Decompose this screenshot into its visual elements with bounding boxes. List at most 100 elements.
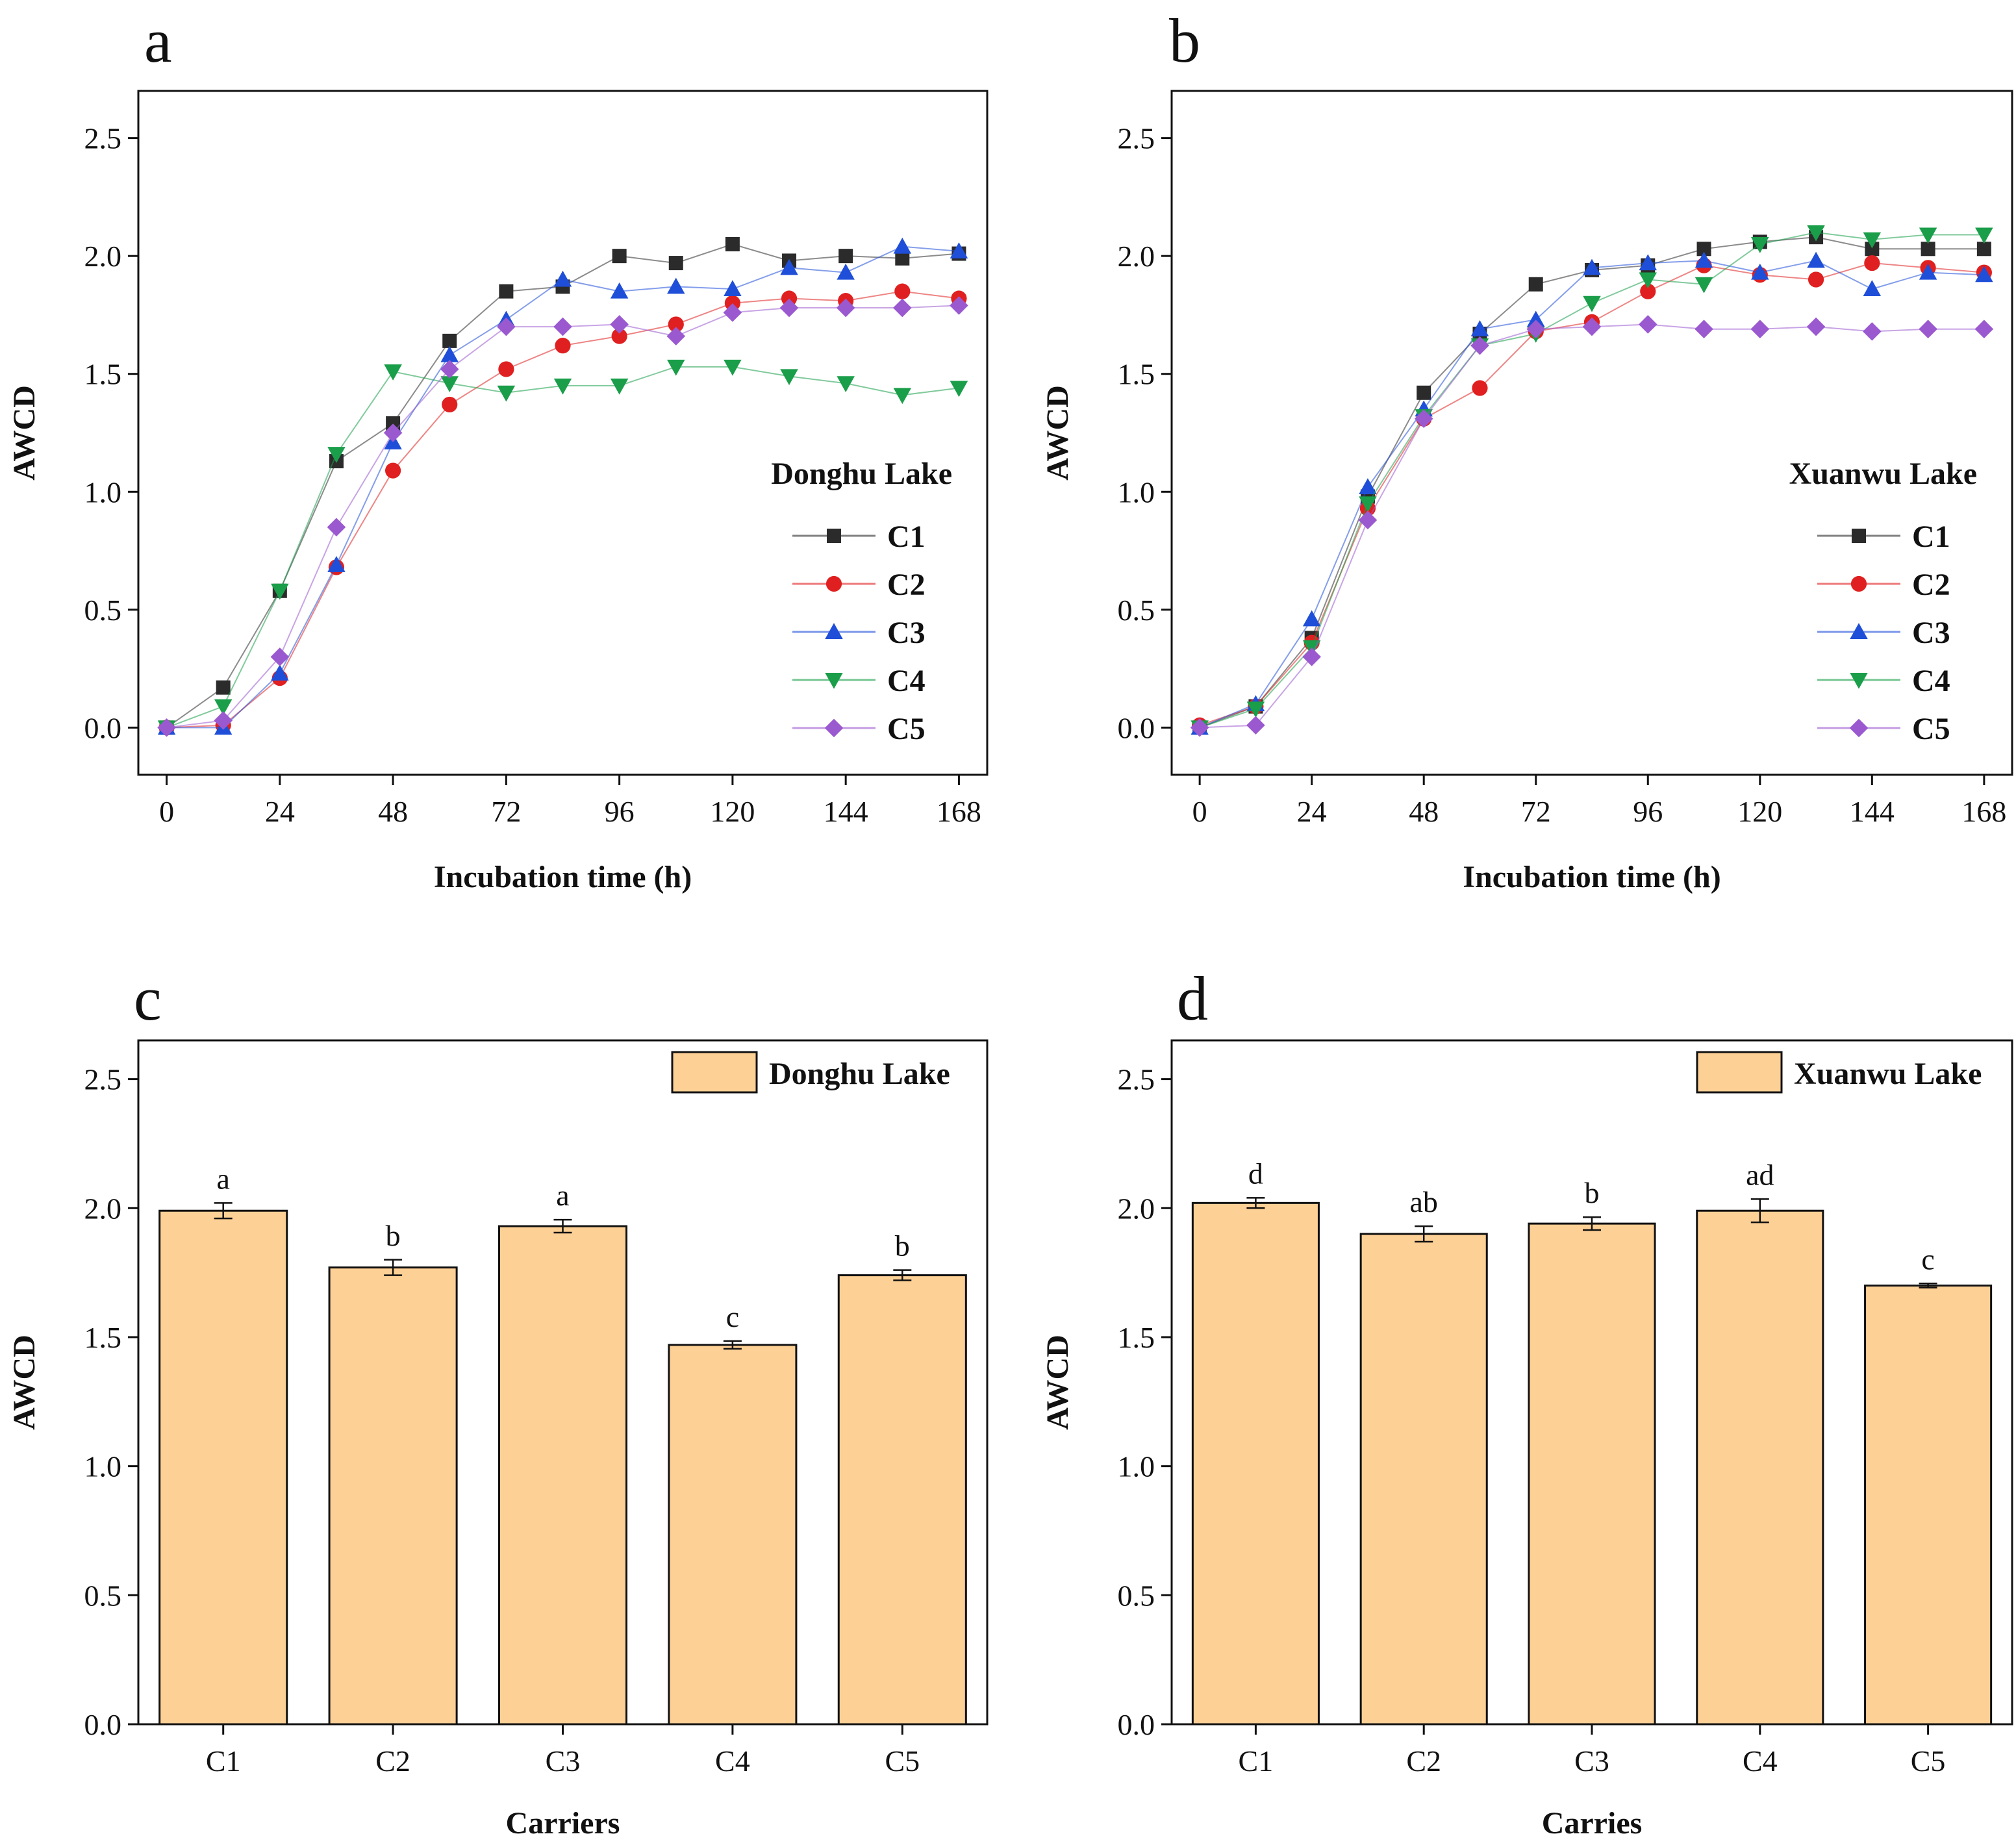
y-tick-label: 1.5: [84, 1321, 122, 1354]
panel-letter: d: [1177, 964, 1208, 1033]
legend-marker: [824, 718, 844, 738]
data-point: [1863, 322, 1882, 341]
data-point: [1526, 320, 1546, 339]
significance-label: b: [1585, 1176, 1600, 1209]
data-point: [950, 381, 968, 397]
x-tick-label: 0: [159, 795, 174, 828]
data-point: [1806, 317, 1826, 336]
data-point: [1417, 385, 1431, 400]
panel-a: a 0.0 0.5 1.0 1.5 2.0 2.5 AWCD Incubation time (…: [7, 6, 989, 894]
series-C4: [157, 359, 968, 737]
data-point: [1695, 251, 1713, 268]
y-tick-label: 2.5: [1118, 122, 1155, 155]
data-point: [214, 711, 233, 730]
y-axis-title: AWCD: [7, 1335, 42, 1430]
y-tick-label: 0.0: [84, 711, 122, 744]
data-point: [1864, 255, 1880, 271]
data-point: [1302, 610, 1321, 627]
y-tick-label: 1.5: [1118, 1321, 1155, 1354]
data-point: [666, 327, 686, 345]
data-point: [1696, 242, 1711, 257]
legend-label: C1: [1912, 520, 1950, 554]
x-tick-label: 72: [1521, 795, 1551, 828]
data-point: [1639, 272, 1657, 289]
data-point: [612, 249, 627, 264]
x-axis-title: Incubation time (h): [1463, 860, 1720, 894]
x-tick-label: C1: [1239, 1744, 1274, 1777]
data-point: [555, 338, 571, 354]
legend-marker: [825, 673, 843, 689]
data-point: [894, 283, 911, 299]
legend-label: C3: [1912, 616, 1950, 650]
x-tick-label: C4: [715, 1744, 750, 1777]
data-point: [440, 360, 459, 379]
legend-marker: [825, 623, 843, 639]
data-point: [1639, 254, 1657, 271]
bar-C3: [498, 1225, 628, 1726]
data-point: [271, 664, 289, 681]
data-point: [270, 647, 290, 666]
data-point: [442, 396, 458, 413]
x-tick-label: 96: [1633, 795, 1663, 828]
data-point: [386, 416, 401, 431]
bar-C1: [158, 1209, 288, 1726]
data-point: [1919, 263, 1937, 280]
x-tick-label: C5: [1911, 1744, 1946, 1777]
data-point: [1921, 242, 1935, 257]
data-point: [327, 556, 346, 572]
x-tick-label: 120: [1737, 795, 1782, 828]
data-point: [893, 298, 912, 318]
data-point: [385, 462, 401, 479]
data-point: [895, 251, 910, 266]
bar-C2: [328, 1266, 458, 1726]
significance-label: c: [1921, 1242, 1934, 1275]
data-point: [1751, 263, 1769, 280]
data-point: [837, 263, 855, 280]
data-point: [724, 295, 740, 311]
bar-C1: [1191, 1201, 1320, 1726]
data-point: [1472, 380, 1488, 396]
data-point: [157, 718, 176, 737]
y-tick-label: 0.0: [84, 1708, 122, 1741]
data-point: [553, 270, 572, 287]
y-tick-label: 2.0: [1118, 240, 1155, 273]
data-point: [216, 680, 231, 695]
x-tick-label: C1: [206, 1744, 241, 1777]
bar-C4: [1696, 1209, 1824, 1726]
data-point: [610, 378, 629, 395]
x-tick-label: C2: [375, 1744, 410, 1777]
legend-title: Donghu Lake: [771, 457, 952, 491]
panel-b: b 0.0 0.5 1.0 1.5 2.0 2.5 AWCD Incubation time (…: [1040, 6, 2013, 894]
panel-d: d 0.0 0.5 1.0 1.5 2.0 2.5 AWCD Carries d C1 ab C2 b C3…: [1040, 964, 2013, 1834]
data-point: [724, 359, 742, 376]
data-point: [1695, 320, 1713, 339]
y-tick-label: 0.5: [84, 594, 122, 627]
y-tick-label: 2.5: [84, 122, 122, 155]
data-point: [327, 518, 346, 537]
legend: Xuanwu Lake C1 C2 C3 C4 C5: [1789, 457, 1977, 746]
data-point: [667, 359, 685, 376]
x-tick-label: 168: [937, 795, 981, 828]
data-point: [1919, 320, 1937, 339]
data-point: [723, 303, 742, 322]
x-tick-label: 144: [1850, 795, 1895, 828]
data-point: [1750, 320, 1770, 339]
data-point: [327, 447, 346, 463]
data-point: [1246, 716, 1265, 735]
panel-letter: b: [1169, 6, 1200, 75]
legend-marker: [827, 529, 841, 543]
data-point: [779, 298, 799, 318]
legend-label: C4: [1912, 664, 1950, 698]
legend-marker: [1852, 529, 1866, 543]
significance-label: d: [1248, 1157, 1263, 1190]
data-point: [442, 333, 457, 348]
legend-label: C4: [887, 664, 926, 698]
legend-swatch: [671, 1051, 758, 1094]
data-point: [1919, 227, 1937, 244]
data-point: [1640, 283, 1656, 299]
x-tick-label: 0: [1192, 795, 1207, 828]
data-point: [1863, 232, 1882, 249]
data-point: [499, 284, 514, 299]
bar-C3: [1528, 1222, 1656, 1726]
